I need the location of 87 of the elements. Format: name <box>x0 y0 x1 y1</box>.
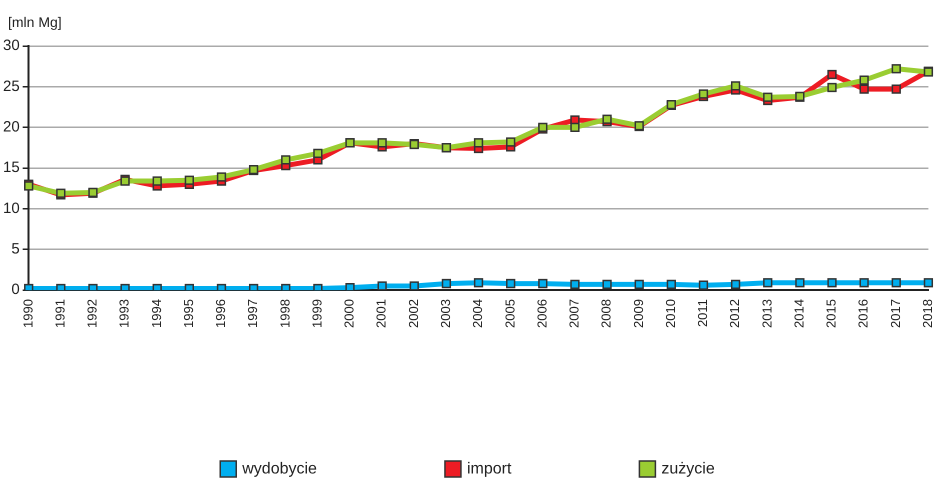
x-tick-label: 1993 <box>116 299 132 328</box>
point <box>410 281 419 290</box>
point <box>763 278 772 288</box>
x-tick-label: 2012 <box>727 299 742 328</box>
point <box>859 76 869 85</box>
point <box>570 122 580 132</box>
point <box>763 92 772 102</box>
point <box>152 176 162 186</box>
point <box>666 280 676 290</box>
y-tick-label: 15 <box>2 159 20 176</box>
x-tick-label: 2009 <box>630 299 646 328</box>
x-tick-label: 1998 <box>277 299 292 328</box>
point <box>506 137 516 147</box>
point <box>474 278 484 288</box>
x-tick-label: 1994 <box>148 299 164 328</box>
point <box>538 278 548 288</box>
legend-label: zużycie <box>661 460 715 478</box>
x-tick-label: 2017 <box>888 299 903 328</box>
legend-label: import <box>466 460 512 478</box>
y-axis-title: [mln Mg] <box>8 14 62 30</box>
point <box>378 138 387 148</box>
point <box>378 281 387 290</box>
y-tick-label: 20 <box>2 118 20 136</box>
x-tick-label: 1997 <box>245 299 260 328</box>
x-tick-label: 2015 <box>824 299 839 328</box>
x-tick-label: 2008 <box>598 299 614 328</box>
x-tick-label: 2007 <box>566 299 582 328</box>
x-tick-label: 2001 <box>374 299 389 328</box>
point <box>152 284 162 290</box>
point <box>859 84 869 94</box>
x-tick-label: 2011 <box>695 299 710 328</box>
x-tick-label: 2004 <box>470 299 486 328</box>
point <box>120 284 130 290</box>
x-tick-label: 2006 <box>534 299 550 328</box>
point <box>730 81 740 91</box>
y-tick-label: 5 <box>11 240 20 258</box>
point <box>184 284 194 290</box>
legend-label: wydobycie <box>241 460 318 478</box>
x-tick-label: 1990 <box>20 299 36 328</box>
point <box>570 280 580 290</box>
point <box>216 284 226 290</box>
point <box>313 284 323 290</box>
point <box>56 284 66 290</box>
point <box>474 138 484 148</box>
point <box>281 284 290 290</box>
point <box>827 70 837 80</box>
point <box>442 278 452 288</box>
point <box>88 284 98 290</box>
y-tick-label: 25 <box>2 78 20 95</box>
point <box>698 280 708 290</box>
point <box>184 176 194 185</box>
point <box>634 280 644 290</box>
point <box>827 82 837 92</box>
x-tick-label: 1999 <box>309 299 324 328</box>
x-tick-label: 2016 <box>856 299 871 328</box>
point <box>892 278 901 288</box>
x-tick-label: 1992 <box>84 299 100 328</box>
x-tick-label: 2010 <box>662 299 678 328</box>
point <box>924 278 934 288</box>
y-tick-label: 0 <box>11 281 20 298</box>
point <box>730 280 740 290</box>
x-tick-label: 2003 <box>438 299 453 328</box>
point <box>892 64 901 74</box>
x-tick-label: 1995 <box>180 299 196 328</box>
point <box>602 114 612 124</box>
point <box>892 84 901 94</box>
point <box>859 278 869 288</box>
point <box>795 278 805 288</box>
point <box>602 280 612 290</box>
x-tick-label: 2013 <box>759 299 774 328</box>
x-tick-label: 1991 <box>52 299 68 328</box>
x-tick-label: 2018 <box>920 299 935 328</box>
point <box>281 155 290 165</box>
point <box>345 283 355 290</box>
point <box>216 172 226 182</box>
x-tick-label: 2005 <box>502 299 518 328</box>
y-tick-label: 30 <box>2 37 20 54</box>
point <box>313 148 323 158</box>
point <box>248 284 258 290</box>
point <box>827 278 837 288</box>
x-tick-label: 1996 <box>213 299 228 328</box>
x-tick-label: 2014 <box>791 299 806 328</box>
point <box>506 278 516 288</box>
point <box>698 89 708 99</box>
x-tick-label: 2002 <box>406 299 421 328</box>
y-tick-label: 10 <box>2 200 20 217</box>
x-tick-label: 2000 <box>342 299 357 328</box>
